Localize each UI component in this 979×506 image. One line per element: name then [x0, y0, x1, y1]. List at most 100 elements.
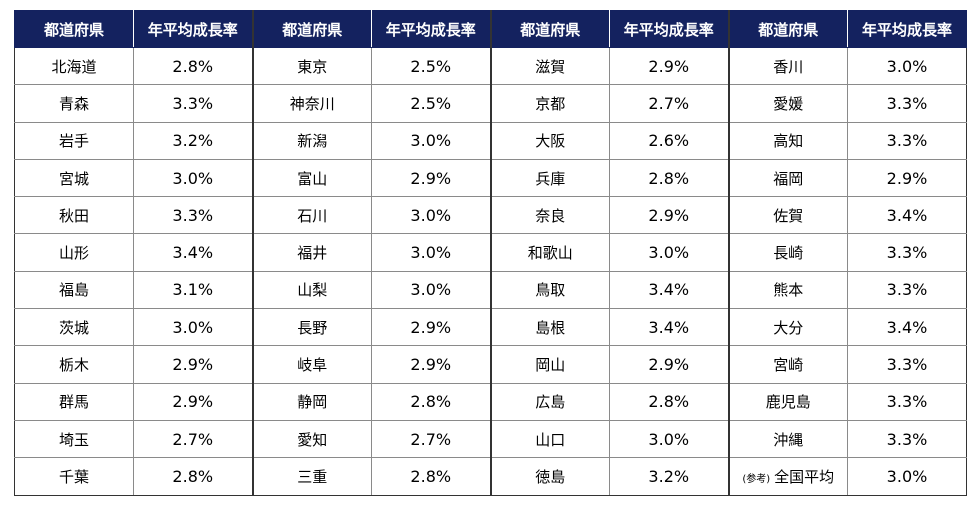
prefecture-cell: 栃木 [14, 345, 134, 384]
growth-rate-cell: 3.3% [847, 382, 967, 421]
growth-rate-cell: 2.7% [609, 84, 729, 123]
prefecture-cell: 岩手 [14, 121, 134, 160]
table-row: 山形 3.4% 福井 3.0% 和歌山 3.0% 長崎 3.3% [14, 233, 967, 272]
prefecture-cell: 和歌山 [489, 233, 610, 272]
header-row: 都道府県 年平均成長率 都道府県 年平均成長率 都道府県 年平均成長率 都道府県… [14, 10, 967, 48]
table-row: 群馬 2.9% 静岡 2.8% 広島 2.8% 鹿児島 3.3% [14, 382, 967, 421]
growth-rate-cell: 3.0% [133, 308, 253, 347]
prefecture-name: 全国平均 [774, 467, 835, 486]
growth-rate-cell: 2.8% [133, 46, 253, 86]
prefecture-cell: 徳島 [489, 457, 610, 496]
growth-rate-cell: 3.0% [847, 46, 967, 86]
growth-rate-cell: 3.1% [133, 270, 253, 310]
growth-rate-cell: 2.7% [133, 419, 253, 459]
prefecture-cell: 福島 [14, 270, 134, 310]
growth-rate-cell: 3.0% [371, 233, 491, 272]
prefecture-cell: 山梨 [251, 270, 372, 310]
prefecture-cell: 兵庫 [489, 158, 610, 198]
prefecture-cell: 広島 [489, 382, 610, 421]
table-row: 北海道 2.8% 東京 2.5% 滋賀 2.9% 香川 3.0% [14, 46, 967, 86]
prefecture-cell: 鹿児島 [727, 382, 848, 421]
growth-rate-cell: 3.3% [847, 419, 967, 459]
growth-rate-cell: 2.9% [371, 345, 491, 384]
prefecture-cell: 山形 [14, 233, 134, 272]
prefecture-cell: 青森 [14, 84, 134, 123]
growth-rate-cell: 3.2% [133, 121, 253, 160]
prefecture-cell: 三重 [251, 457, 372, 496]
growth-rate-cell: 3.0% [371, 121, 491, 160]
prefecture-cell: 群馬 [14, 382, 134, 421]
prefecture-cell: 富山 [251, 158, 372, 198]
growth-rate-cell: 2.9% [133, 345, 253, 384]
growth-rate-cell: 2.8% [133, 457, 253, 496]
header-prefecture: 都道府県 [251, 10, 372, 48]
table-row: 茨城 3.0% 長野 2.9% 島根 3.4% 大分 3.4% [14, 308, 967, 347]
growth-rate-cell: 3.3% [133, 84, 253, 123]
header-prefecture: 都道府県 [727, 10, 848, 48]
growth-rate-cell: 2.9% [371, 158, 491, 198]
growth-rate-cell: 2.9% [609, 46, 729, 86]
header-prefecture: 都道府県 [489, 10, 610, 48]
growth-rate-cell: 2.8% [371, 382, 491, 421]
growth-rate-cell: 3.4% [847, 308, 967, 347]
prefecture-cell: 奈良 [489, 196, 610, 235]
growth-rate-table-container: 都道府県 年平均成長率 都道府県 年平均成長率 都道府県 年平均成長率 都道府県… [14, 10, 967, 496]
prefecture-cell: 愛知 [251, 419, 372, 459]
prefecture-cell: 長野 [251, 308, 372, 347]
prefecture-cell: 大阪 [489, 121, 610, 160]
growth-rate-cell: 3.3% [847, 121, 967, 160]
growth-rate-cell: 2.8% [371, 457, 491, 496]
header-rate: 年平均成長率 [371, 10, 491, 48]
growth-rate-cell: 2.6% [609, 121, 729, 160]
table-row: 秋田 3.3% 石川 3.0% 奈良 2.9% 佐賀 3.4% [14, 196, 967, 235]
prefecture-cell: 宮崎 [727, 345, 848, 384]
prefecture-cell: 宮城 [14, 158, 134, 198]
prefecture-cell: 沖縄 [727, 419, 848, 459]
growth-rate-cell: 3.3% [847, 233, 967, 272]
prefecture-cell: 島根 [489, 308, 610, 347]
prefecture-cell: 山口 [489, 419, 610, 459]
prefecture-cell: 滋賀 [489, 46, 610, 86]
prefecture-cell: 静岡 [251, 382, 372, 421]
table-row: 岩手 3.2% 新潟 3.0% 大阪 2.6% 高知 3.3% [14, 121, 967, 160]
prefecture-cell: 香川 [727, 46, 848, 86]
prefecture-cell: 岐阜 [251, 345, 372, 384]
prefecture-cell: 福井 [251, 233, 372, 272]
prefecture-cell: 埼玉 [14, 419, 134, 459]
prefecture-cell: 福岡 [727, 158, 848, 198]
growth-rate-cell: 3.3% [847, 270, 967, 310]
growth-rate-cell: 2.7% [371, 419, 491, 459]
growth-rate-cell: 3.4% [847, 196, 967, 235]
table-row: 千葉 2.8% 三重 2.8% 徳島 3.2% (参考) 全国平均 3.0% [14, 457, 967, 496]
growth-rate-cell: 3.0% [371, 196, 491, 235]
growth-rate-cell: 2.9% [609, 345, 729, 384]
growth-rate-cell: 2.9% [133, 382, 253, 421]
prefecture-cell: 北海道 [14, 46, 134, 86]
prefecture-cell: 岡山 [489, 345, 610, 384]
growth-rate-cell: 3.3% [847, 84, 967, 123]
prefecture-cell: (参考) 全国平均 [727, 457, 848, 496]
growth-rate-cell: 2.8% [609, 382, 729, 421]
prefecture-cell: 秋田 [14, 196, 134, 235]
prefecture-cell: 東京 [251, 46, 372, 86]
prefecture-cell: 長崎 [727, 233, 848, 272]
growth-rate-cell: 3.0% [609, 233, 729, 272]
growth-rate-cell: 3.3% [133, 196, 253, 235]
prefecture-cell: 石川 [251, 196, 372, 235]
prefecture-cell: 佐賀 [727, 196, 848, 235]
prefecture-cell: 大分 [727, 308, 848, 347]
growth-rate-cell: 2.8% [609, 158, 729, 198]
growth-rate-cell: 2.5% [371, 46, 491, 86]
growth-rate-cell: 3.0% [371, 270, 491, 310]
prefecture-cell: 鳥取 [489, 270, 610, 310]
growth-rate-cell: 3.0% [133, 158, 253, 198]
reference-note: (参考) [742, 473, 771, 485]
header-rate: 年平均成長率 [133, 10, 253, 48]
header-rate: 年平均成長率 [609, 10, 729, 48]
growth-rate-cell: 3.2% [609, 457, 729, 496]
growth-rate-cell: 2.9% [609, 196, 729, 235]
growth-rate-cell: 2.9% [847, 158, 967, 198]
prefecture-cell: 高知 [727, 121, 848, 160]
prefecture-cell: 熊本 [727, 270, 848, 310]
prefecture-cell: 愛媛 [727, 84, 848, 123]
